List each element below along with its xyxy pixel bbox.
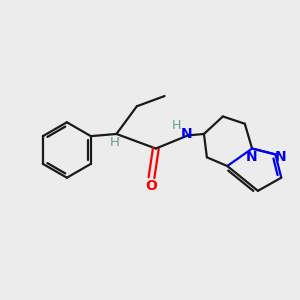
Text: N: N (181, 127, 192, 141)
Text: N: N (246, 150, 257, 164)
Text: H: H (110, 136, 120, 148)
Text: N: N (275, 150, 286, 164)
Text: H: H (172, 119, 182, 132)
Text: O: O (145, 179, 157, 193)
